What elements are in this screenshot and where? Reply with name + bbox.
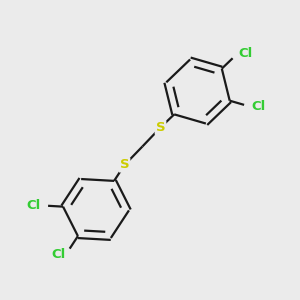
Text: S: S	[156, 121, 165, 134]
Text: Cl: Cl	[238, 46, 252, 60]
Text: Cl: Cl	[51, 248, 66, 261]
Text: Cl: Cl	[26, 199, 40, 212]
Text: S: S	[120, 158, 129, 172]
Text: Cl: Cl	[251, 100, 266, 113]
